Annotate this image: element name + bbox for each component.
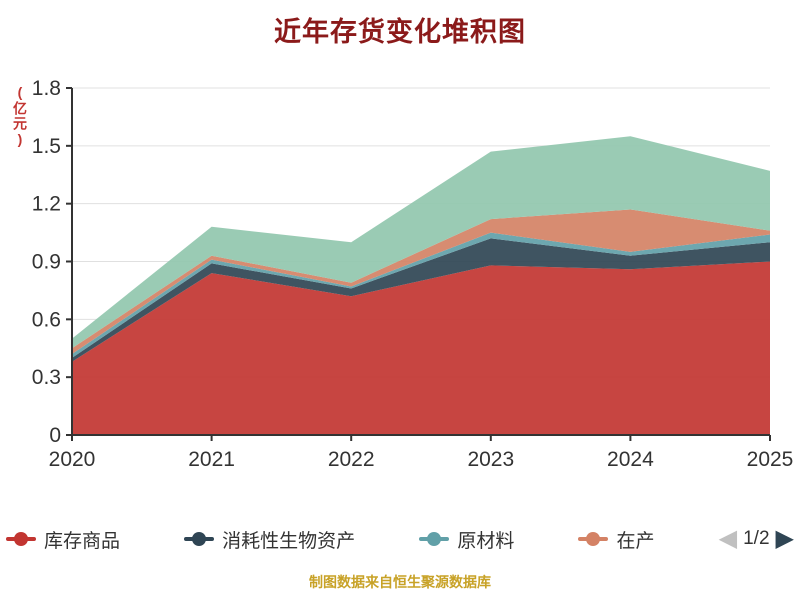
x-axis-tick-label: 2021 [188,448,235,471]
y-axis-tick-label: 0.6 [32,308,61,331]
page-title: 近年存货变化堆积图 [274,17,526,47]
x-axis-tick-label: 2020 [49,448,96,471]
legend-marker-icon [6,532,36,546]
legend-label: 库存商品 [44,530,121,552]
legend-label: 原材料 [457,530,515,552]
legend-marker-icon [184,532,215,546]
y-axis-tick-label: 0 [49,424,61,447]
legend-prev-arrow-icon[interactable]: ◀ [718,525,738,552]
x-axis-tick-label: 2022 [328,448,375,471]
legend-item-3[interactable]: 在产 [578,526,654,553]
legend-item-0[interactable]: 库存商品 [6,526,120,553]
footer-note: 制图数据来自恒生聚源数据库 [309,574,491,590]
legend-page-indicator: 1/2 [743,528,770,549]
y-axis-tick-label: 1.8 [32,77,61,100]
legend-next-arrow-icon[interactable]: ▶ [775,525,794,552]
legend-item-1[interactable]: 消耗性生物资产 [184,526,355,553]
y-axis-tick-label: 1.5 [32,135,61,158]
y-axis-tick-label: 1.2 [32,193,61,216]
y-axis-tick-label: 0.3 [32,366,61,389]
legend-label: 在产 [616,530,655,552]
area-series-1 [72,238,770,362]
y-axis-tick-label: 0.9 [32,251,61,274]
legend-pager: ◀ 1/2 ▶ [719,527,794,551]
legend: 库存商品 消耗性生物资产 原材料 在产 ◀ 1/2 ▶ [0,520,800,558]
area-series-4 [72,136,770,349]
legend-marker-icon [419,532,450,546]
area-series-3 [72,209,770,355]
x-axis-tick-label: 2024 [607,448,654,471]
area-series-0 [72,261,770,435]
y-axis-unit-label: (亿元) [12,84,28,148]
legend-label: 消耗性生物资产 [222,530,356,552]
legend-item-2[interactable]: 原材料 [419,526,514,553]
x-axis-tick-label: 2023 [467,448,514,471]
x-axis-tick-label: 2025 [747,448,794,471]
legend-marker-icon [578,532,609,546]
area-series-2 [72,232,770,358]
